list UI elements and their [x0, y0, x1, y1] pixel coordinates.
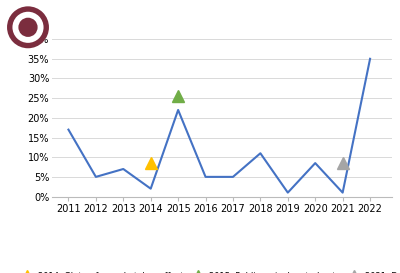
Circle shape	[12, 11, 44, 44]
Circle shape	[18, 18, 38, 37]
Legend: 2014, Gluten-free rule takes effect, 2015, Public arrival sorted oats, 2021, Dro: 2014, Gluten-free rule takes effect, 201…	[16, 268, 400, 273]
Circle shape	[7, 6, 49, 48]
